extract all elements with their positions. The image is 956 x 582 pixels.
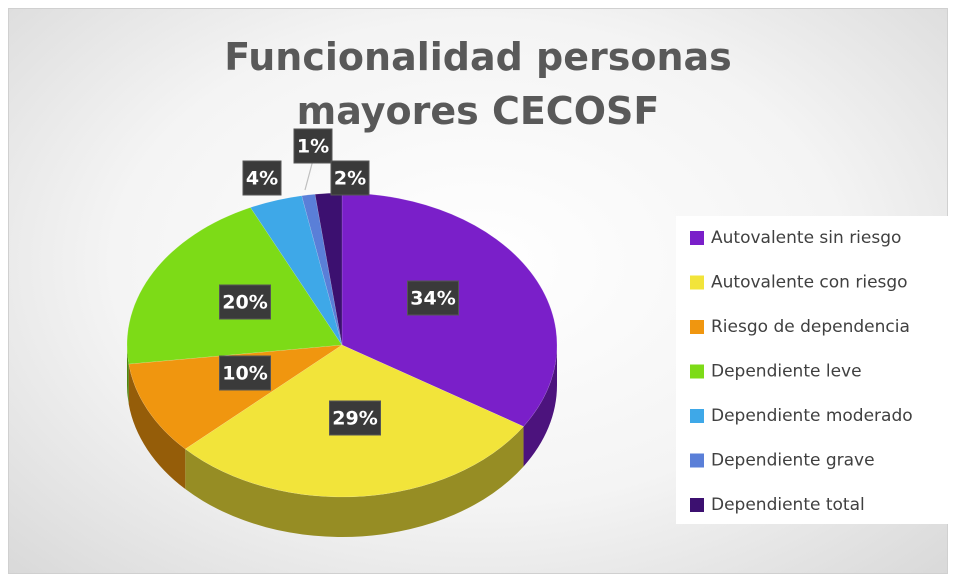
legend-swatch bbox=[690, 364, 704, 379]
slice bbox=[250, 195, 343, 346]
data-label-box bbox=[407, 280, 459, 316]
data-label-box bbox=[329, 400, 381, 436]
legend-label: Dependiente leve bbox=[711, 362, 862, 382]
data-label-box bbox=[242, 160, 282, 196]
slice-side bbox=[128, 364, 186, 490]
legend-swatch bbox=[690, 409, 704, 423]
slice bbox=[128, 344, 343, 450]
legend-label: Autovalente sin riesgo bbox=[711, 228, 901, 248]
slice-side bbox=[127, 345, 129, 405]
data-label-box bbox=[219, 355, 271, 391]
legend-swatch bbox=[690, 231, 704, 245]
legend-swatch bbox=[690, 320, 704, 334]
legend-label: Riesgo de dependencia bbox=[711, 317, 910, 337]
legend-swatch bbox=[690, 453, 704, 468]
legend-label: Dependiente total bbox=[711, 495, 865, 515]
data-label: 2% bbox=[334, 168, 366, 190]
data-label-box bbox=[219, 284, 271, 320]
slice-side bbox=[185, 426, 524, 538]
data-label: 29% bbox=[332, 408, 377, 430]
data-label: 4% bbox=[246, 168, 278, 190]
slice-side bbox=[523, 345, 557, 467]
leader-line bbox=[304, 159, 314, 191]
data-label: 10% bbox=[222, 363, 267, 385]
legend-swatch bbox=[690, 275, 704, 290]
legend-box bbox=[676, 216, 950, 524]
legend-swatch bbox=[690, 498, 704, 512]
legend-label: Dependiente grave bbox=[711, 451, 875, 471]
data-label: 20% bbox=[222, 292, 267, 314]
data-label-box bbox=[330, 160, 370, 196]
chart-title: Funcionalidad personas mayores CECOSF bbox=[224, 35, 732, 133]
data-label: 34% bbox=[410, 288, 455, 310]
data-label: 1% bbox=[297, 136, 329, 158]
slice bbox=[301, 193, 343, 346]
legend-label: Autovalente con riesgo bbox=[711, 273, 908, 293]
legend-label: Dependiente moderado bbox=[711, 406, 913, 426]
data-label-box bbox=[293, 128, 333, 164]
